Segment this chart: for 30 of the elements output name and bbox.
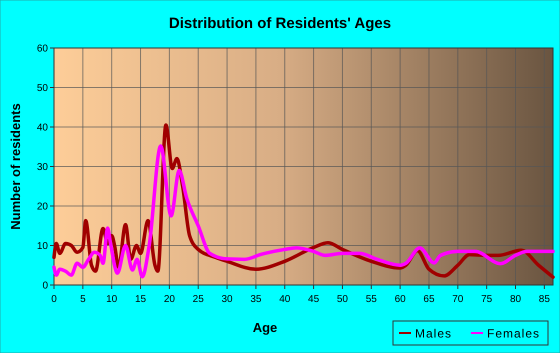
legend-label: Males: [415, 326, 452, 340]
y-tick-label: 60: [36, 44, 48, 54]
chart-title: Distribution of Residents' Ages: [168, 15, 392, 32]
x-tick-label: 35: [250, 294, 262, 305]
x-tick-label: 25: [192, 294, 204, 305]
y-tick-label: 20: [36, 202, 48, 212]
y-axis-title: Number of residents: [8, 103, 23, 230]
x-tick-label: 70: [452, 294, 464, 305]
y-tick-label: 40: [36, 122, 48, 134]
y-tick-label: 0: [42, 280, 48, 292]
y-tick-label: 50: [36, 83, 48, 94]
x-tick-label: 45: [308, 294, 320, 305]
x-tick-label: 55: [366, 294, 378, 305]
x-tick-label: 40: [279, 294, 291, 305]
x-tick-label: 65: [423, 294, 435, 305]
x-tick-label: 85: [538, 294, 550, 305]
x-tick-label: 15: [134, 294, 147, 305]
x-axis-title: Age: [252, 320, 278, 335]
x-tick-label: 0: [51, 294, 58, 305]
y-tick-label: 30: [36, 162, 48, 173]
x-tick-label: 50: [336, 294, 348, 305]
x-tick-label: 20: [164, 294, 176, 305]
x-tick-label: 60: [394, 294, 406, 305]
x-tick-label: 80: [510, 294, 522, 305]
x-tick-label: 75: [481, 294, 493, 305]
y-tick-label: 10: [36, 241, 48, 252]
x-tick-label: 30: [222, 294, 234, 305]
legend-label: Females: [487, 326, 540, 340]
x-tick-label: 5: [80, 294, 86, 305]
x-tick-label: 10: [106, 294, 118, 305]
